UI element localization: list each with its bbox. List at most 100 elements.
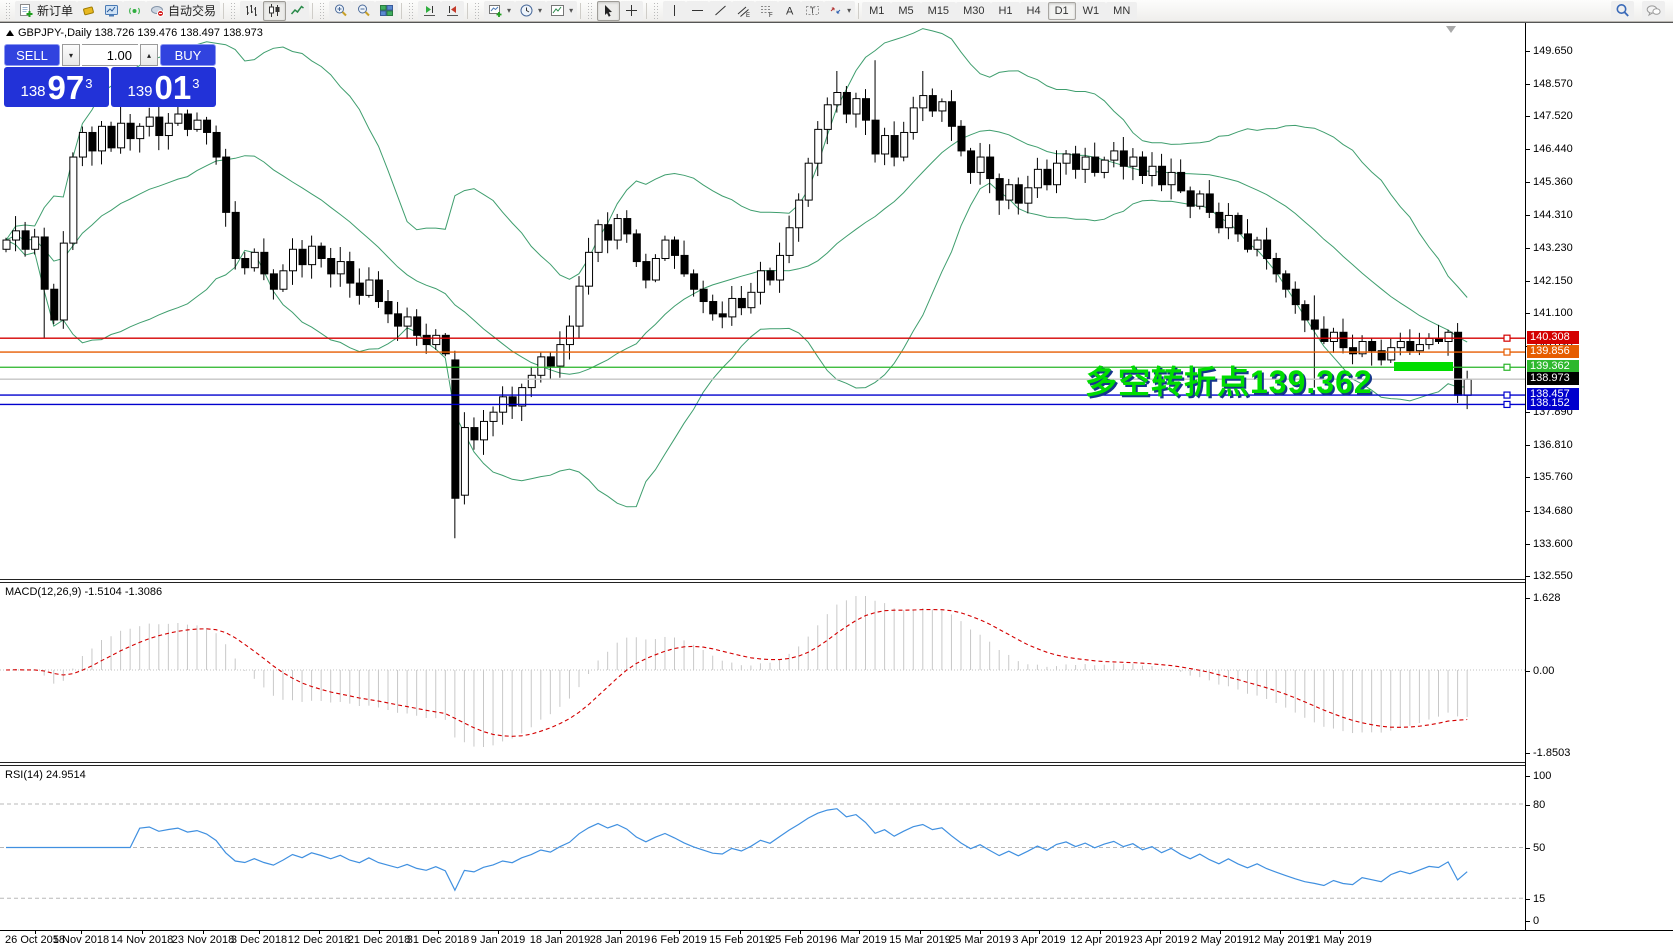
time-axis-label: 23 Nov 2018	[171, 934, 235, 946]
chart-shift-marker-icon[interactable]	[1446, 26, 1456, 33]
horizontal-line-button[interactable]	[686, 0, 710, 21]
equidistant-channel-button[interactable]: E	[732, 0, 756, 21]
macd-pane[interactable]	[0, 583, 1525, 762]
tf-mn[interactable]: MN	[1106, 1, 1138, 20]
tf-d1[interactable]: D1	[1047, 1, 1076, 20]
axis-tick	[1526, 511, 1530, 512]
templates-button[interactable]: ▾	[546, 0, 578, 21]
pane-separator[interactable]	[0, 579, 1673, 583]
time-axis-label: 12 May 2019	[1248, 934, 1312, 946]
buy-button[interactable]: BUY	[160, 44, 216, 66]
axis-tick	[1526, 313, 1530, 314]
time-tick	[920, 931, 921, 934]
zoom-in-button[interactable]	[329, 0, 353, 21]
time-tick	[319, 931, 320, 934]
macd-axis-label: 1.628	[1533, 592, 1561, 604]
autotrading-button[interactable]: 自动交易	[146, 0, 221, 21]
tf-m1[interactable]: M1	[862, 1, 892, 20]
fibonacci-button[interactable]: F	[755, 0, 779, 21]
trendline-button[interactable]	[709, 0, 733, 21]
candlestick-icon	[267, 3, 282, 18]
toolbar-grip	[474, 2, 482, 19]
volume-decrease-button[interactable]: ▾	[62, 44, 80, 66]
periods-button[interactable]: ▾	[515, 0, 547, 21]
symbol-ohlc-text: GBPJPY-,Daily 138.726 139.476 138.497 13…	[18, 27, 263, 39]
toolbar-grip	[5, 2, 12, 19]
time-tick	[203, 931, 204, 934]
tile-windows-button[interactable]	[375, 0, 399, 21]
price-axis-label: 133.600	[1533, 538, 1573, 550]
level-price-tag[interactable]: 138.152	[1527, 397, 1579, 410]
line-chart-button[interactable]	[286, 0, 310, 21]
tf-m5[interactable]: M5	[891, 1, 921, 20]
level-price-tag[interactable]: 139.362	[1527, 360, 1579, 373]
bid-price-tag[interactable]: 138.973	[1527, 372, 1579, 385]
tf-h4[interactable]: H4	[1019, 1, 1048, 20]
new-order-button[interactable]: 新订单	[15, 0, 78, 21]
rsi-pane[interactable]	[0, 766, 1525, 929]
candlestick-button[interactable]	[263, 0, 287, 21]
time-tick	[259, 931, 260, 934]
time-axis-label: 25 Mar 2019	[949, 934, 1011, 946]
price-axis-label: 135.760	[1533, 471, 1573, 483]
vertical-line-button[interactable]	[663, 0, 687, 21]
time-tick	[142, 931, 143, 934]
bid-pips: 97	[47, 69, 85, 106]
text-label-button[interactable]: T	[801, 0, 825, 21]
volume-increase-button[interactable]: ▴	[140, 44, 158, 66]
macd-axis-label: 0.00	[1533, 665, 1555, 677]
toolbar-grip	[587, 2, 595, 19]
volume-input[interactable]	[82, 44, 138, 66]
crosshair-button[interactable]	[620, 0, 644, 21]
time-tick	[498, 931, 499, 934]
highlight-bar[interactable]	[1394, 362, 1453, 371]
time-axis[interactable]: 26 Oct 2018 5 Nov 2018 14 Nov 2018 23 Nov 2…	[0, 930, 1673, 946]
time-tick	[81, 931, 82, 934]
chart-window-icon	[104, 3, 119, 18]
level-price-tag[interactable]: 140.308	[1527, 331, 1579, 344]
search-button[interactable]	[1611, 0, 1634, 21]
level-price-tag[interactable]: 139.856	[1527, 345, 1579, 358]
time-axis-label: 12 Apr 2019	[1070, 934, 1130, 946]
pane-separator[interactable]	[0, 762, 1673, 766]
new-chart-button[interactable]: ▾	[484, 0, 516, 21]
bid-fraction: 3	[85, 76, 93, 91]
ask-pips: 01	[154, 69, 192, 106]
time-tick	[679, 931, 680, 934]
toolbar-separator	[401, 2, 403, 19]
axis-tick	[1526, 477, 1530, 478]
price-axis-label: 146.440	[1533, 143, 1573, 155]
signal-icon	[127, 3, 142, 18]
tf-m30[interactable]: M30	[956, 1, 992, 20]
price-axis-label: 134.680	[1533, 505, 1573, 517]
tf-w1[interactable]: W1	[1075, 1, 1107, 20]
price-axis-label: 136.810	[1533, 439, 1573, 451]
cursor-button[interactable]	[597, 0, 621, 21]
signals-button[interactable]	[123, 0, 147, 21]
collapse-arrow-icon[interactable]	[6, 30, 14, 36]
arrows-button[interactable]: ▾	[824, 0, 856, 21]
tf-h1[interactable]: H1	[991, 1, 1020, 20]
chart-shift-button[interactable]	[441, 0, 465, 21]
autotrading-icon	[150, 3, 165, 18]
ask-quote[interactable]: 139 01 3	[111, 67, 216, 107]
new-order-icon	[19, 3, 34, 18]
auto-scroll-button[interactable]	[418, 0, 442, 21]
text-button[interactable]: A	[778, 0, 802, 21]
price-axis[interactable]: 149.650 148.570 147.520 146.440 145.360 144.3…	[1525, 23, 1673, 930]
price-axis-label: 147.520	[1533, 110, 1573, 122]
sell-button[interactable]: SELL	[4, 44, 60, 66]
time-axis-label: 21 May 2019	[1308, 934, 1372, 946]
gold-button[interactable]	[77, 0, 101, 21]
time-axis-label: 6 Mar 2019	[831, 934, 887, 946]
zoom-out-button[interactable]	[352, 0, 376, 21]
annotation-text[interactable]: 多空转折点139.362	[1085, 364, 1373, 400]
tf-m15[interactable]: M15	[920, 1, 957, 20]
bar-chart-button[interactable]	[240, 0, 264, 21]
bid-quote[interactable]: 138 97 3	[4, 67, 109, 107]
charts-window-button[interactable]	[100, 0, 124, 21]
price-pane[interactable]	[0, 24, 1525, 579]
gold-icon	[81, 3, 96, 18]
community-button[interactable]	[1642, 0, 1665, 21]
